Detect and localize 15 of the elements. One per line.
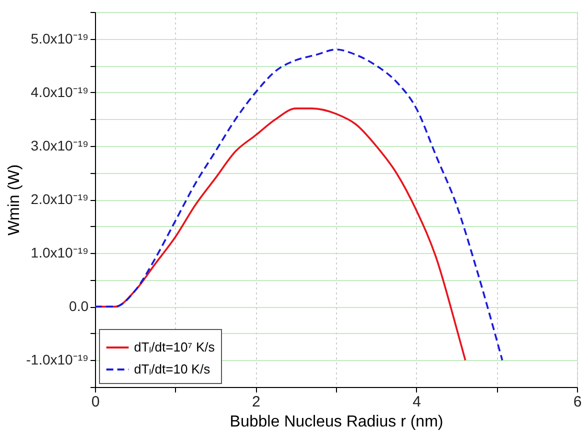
y-tick-label: 4.0x10⁻¹⁹ [30, 84, 88, 100]
y-tick-label: 3.0x10⁻¹⁹ [30, 137, 88, 154]
y-tick-label: 0.0 [69, 298, 89, 314]
x-tick-label: 4 [412, 394, 422, 410]
y-tick-label: 5.0x10⁻¹⁹ [30, 30, 88, 46]
x-axis-title: Bubble Nucleus Radius r (nm) [230, 414, 444, 430]
x-tick-label: 0 [91, 394, 100, 410]
legend-label: dTₗ/dt=10⁷ K/s [134, 340, 216, 354]
legend-label: dTₗ/dt=10 K/s [134, 362, 211, 376]
y-tick-label: 2.0x10⁻¹⁹ [30, 191, 88, 207]
x-tick-label: 6 [573, 394, 582, 410]
y-axis-title: Wmin (W) [6, 164, 24, 236]
y-tick-label: -1.0x10⁻¹⁹ [26, 352, 88, 368]
y-tick-label: 1.0x10⁻¹⁹ [30, 244, 88, 261]
x-tick-label: 2 [252, 394, 260, 410]
